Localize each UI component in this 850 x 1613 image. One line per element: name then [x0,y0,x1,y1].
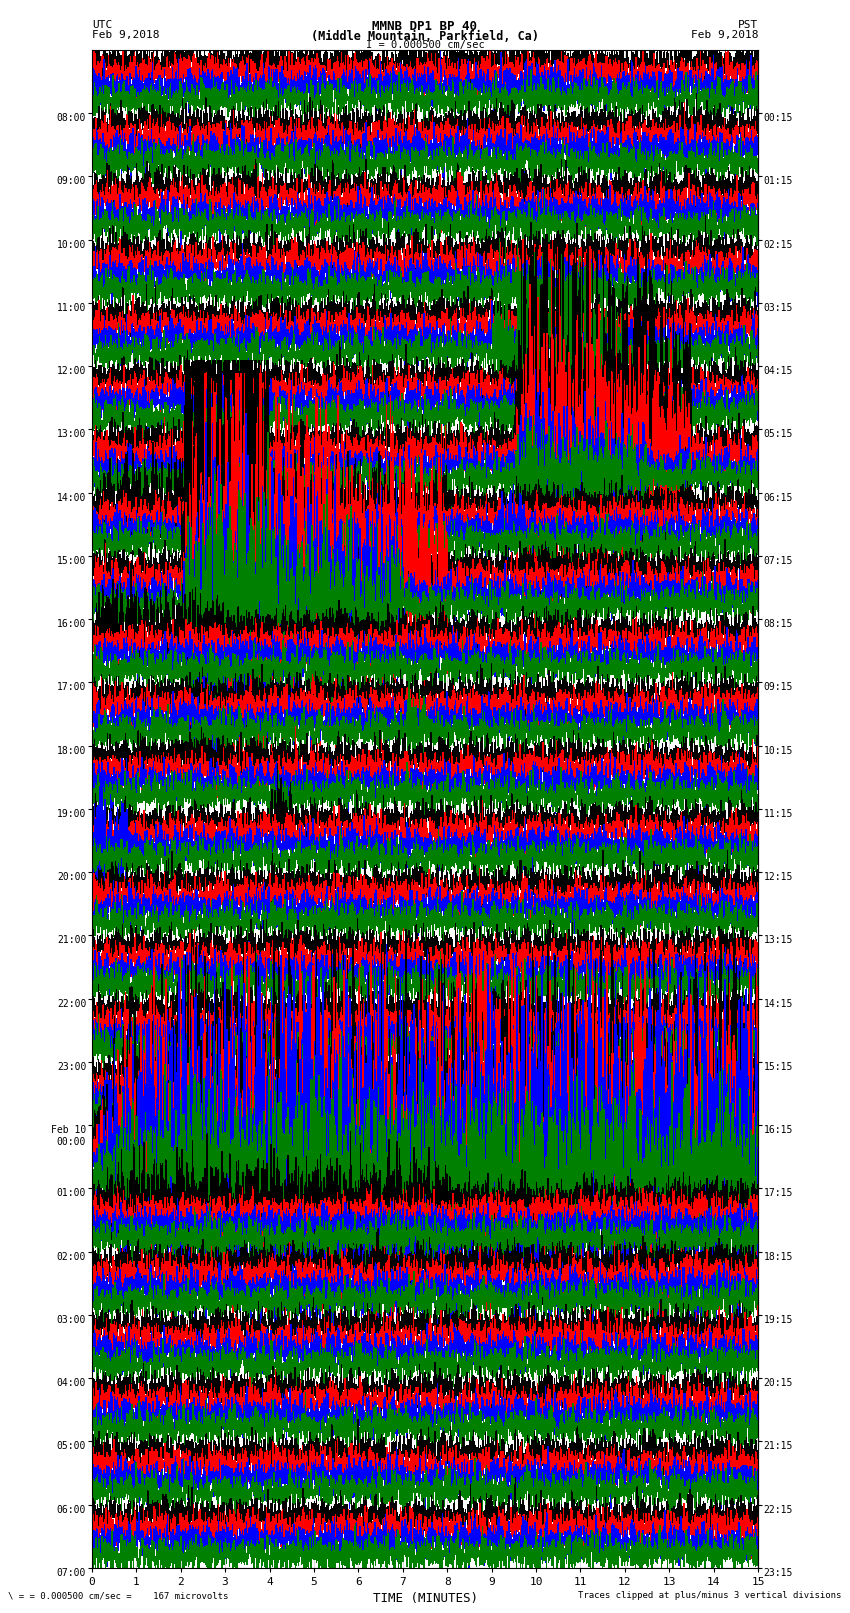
X-axis label: TIME (MINUTES): TIME (MINUTES) [372,1592,478,1605]
Text: MMNB DP1 BP 40: MMNB DP1 BP 40 [372,19,478,34]
Text: (Middle Mountain, Parkfield, Ca): (Middle Mountain, Parkfield, Ca) [311,31,539,44]
Text: Traces clipped at plus/minus 3 vertical divisions: Traces clipped at plus/minus 3 vertical … [578,1590,842,1600]
Text: Feb 9,2018: Feb 9,2018 [691,31,758,40]
Text: Feb 9,2018: Feb 9,2018 [92,31,159,40]
Text: \ = = 0.000500 cm/sec =    167 microvolts: \ = = 0.000500 cm/sec = 167 microvolts [8,1590,229,1600]
Text: PST: PST [738,19,758,31]
Text: UTC: UTC [92,19,112,31]
Text: I = 0.000500 cm/sec: I = 0.000500 cm/sec [366,40,484,50]
